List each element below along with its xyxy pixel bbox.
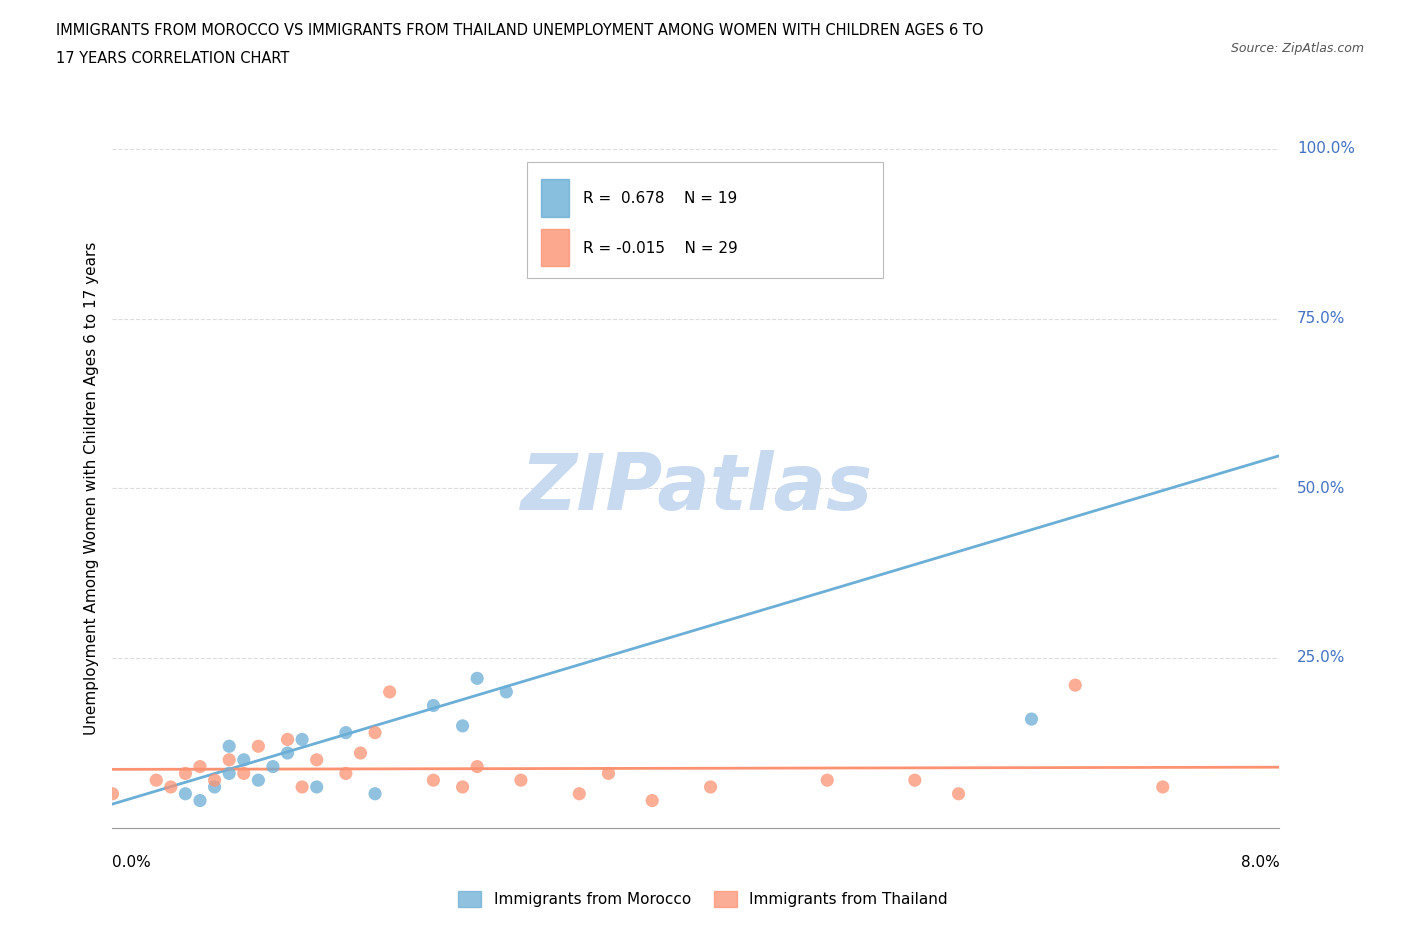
Text: ZIPatlas: ZIPatlas [520, 450, 872, 526]
Point [904, 773, 927, 788]
FancyBboxPatch shape [527, 163, 883, 278]
Point [218, 752, 240, 767]
Point [276, 746, 298, 761]
Point [305, 779, 328, 794]
Point [451, 779, 474, 794]
Point [364, 725, 387, 740]
Text: 8.0%: 8.0% [1240, 855, 1279, 870]
Point [291, 779, 314, 794]
Y-axis label: Unemployment Among Women with Children Ages 6 to 17 years: Unemployment Among Women with Children A… [83, 242, 98, 735]
Point [378, 684, 401, 699]
Bar [541, 229, 569, 266]
Point [465, 671, 488, 685]
Point [465, 759, 488, 774]
Point [598, 766, 620, 781]
Point [188, 759, 211, 774]
Point [364, 787, 387, 802]
Text: 25.0%: 25.0% [1296, 650, 1346, 666]
Point [335, 766, 357, 781]
Point [815, 773, 838, 788]
Point [218, 738, 240, 753]
Point [247, 738, 270, 753]
Point [218, 766, 240, 781]
Point [685, 263, 707, 278]
Point [174, 766, 197, 781]
Point [948, 787, 970, 802]
Point [1152, 779, 1174, 794]
Text: 0.0%: 0.0% [112, 855, 152, 870]
Text: R =  0.678    N = 19: R = 0.678 N = 19 [582, 191, 737, 206]
Text: 50.0%: 50.0% [1296, 481, 1346, 496]
Point [422, 773, 444, 788]
Point [1021, 711, 1043, 726]
Point [495, 684, 517, 699]
Text: 75.0%: 75.0% [1296, 311, 1346, 326]
Point [1064, 678, 1087, 693]
Point [204, 779, 226, 794]
Point [641, 793, 664, 808]
Point [451, 718, 474, 733]
Text: 17 YEARS CORRELATION CHART: 17 YEARS CORRELATION CHART [56, 51, 290, 66]
Text: 100.0%: 100.0% [1296, 141, 1355, 156]
Text: Source: ZipAtlas.com: Source: ZipAtlas.com [1230, 42, 1364, 55]
Point [232, 752, 254, 767]
Point [188, 793, 211, 808]
Point [160, 779, 183, 794]
Point [145, 773, 167, 788]
Point [174, 787, 197, 802]
Point [204, 773, 226, 788]
Point [509, 773, 531, 788]
Point [568, 787, 591, 802]
Text: IMMIGRANTS FROM MOROCCO VS IMMIGRANTS FROM THAILAND UNEMPLOYMENT AMONG WOMEN WIT: IMMIGRANTS FROM MOROCCO VS IMMIGRANTS FR… [56, 23, 984, 38]
Point [247, 773, 270, 788]
Point [262, 759, 284, 774]
Point [232, 766, 254, 781]
Point [305, 752, 328, 767]
Text: R = -0.015    N = 29: R = -0.015 N = 29 [582, 241, 738, 256]
Point [101, 787, 124, 802]
Point [291, 732, 314, 747]
Point [422, 698, 444, 713]
Point [276, 732, 298, 747]
Point [335, 725, 357, 740]
Point [699, 779, 721, 794]
Point [349, 746, 371, 761]
Bar [541, 179, 569, 217]
Legend: Immigrants from Morocco, Immigrants from Thailand: Immigrants from Morocco, Immigrants from… [453, 884, 953, 913]
